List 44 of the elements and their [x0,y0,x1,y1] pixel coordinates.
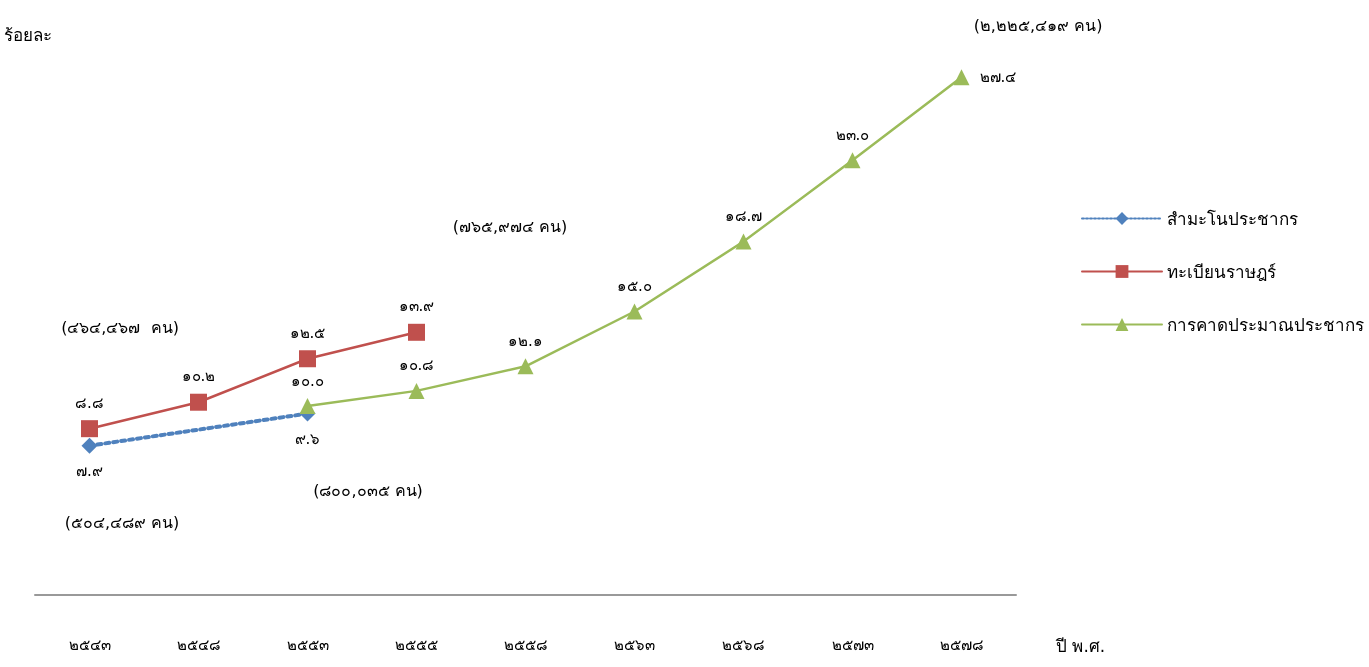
y-axis-title: ร้อยละ [4,24,52,45]
data-label: ๑๐.๐ [291,371,324,390]
text: (๕๐๔,๔๘๙ คน) [64,512,180,532]
x-tick-label: ๒๕๕๕ [395,635,438,654]
point [626,303,643,320]
data-label: ๑๕.๐ [617,277,652,295]
x-tick-label: ๒๕๕๘ [503,635,548,654]
point [190,393,207,411]
x-tick-label: ๒๕๕๓ [286,635,329,654]
point [408,382,425,399]
text: (๒,๒๒๕,๔๑๙ คน) [973,15,1103,35]
text: (๘๐๐,๐๓๕ คน) [313,480,423,500]
legend-label: การคาดประมาณประชากร [1167,314,1364,335]
x-tick-label: ๒๕๗๘ [939,635,984,654]
data-label: ๒๗.๔ [979,68,1017,87]
data-label: ๑๐.๘ [398,356,435,375]
annotation: (๔๖๔,๔๖๗ คน) [61,317,179,337]
data-label: ๘.๘ [75,393,104,412]
legend-label: สำมะโนประชากร [1167,208,1298,229]
data-label: ๑๘.๗ [724,207,763,226]
x-tick-label: ๒๕๖๘ [722,635,765,654]
data-label: ๑๐.๒ [181,367,216,386]
legend-label: ทะเบียนราษฎร์ [1167,261,1276,282]
x-tick-label: ๒๕๔๘ [176,635,221,654]
annotation: (๗๖๕,๙๗๔ คน) [452,216,568,236]
point [953,69,970,86]
point [299,350,316,368]
data-label: ๑๓.๙ [398,297,435,316]
point [517,358,534,375]
point [299,398,316,414]
point [844,152,861,169]
data-label: ๗.๙ [76,462,103,481]
point [735,233,752,250]
x-tick-label: ๒๕๗๓ [831,635,874,654]
data-label: ๒๓.๐ [835,125,870,144]
point [81,420,98,438]
point [81,437,98,454]
data-label: ๙.๖ [294,430,321,449]
x-tick-label: ๒๕๖๓ [614,635,655,654]
point [408,323,425,341]
data-label: ๑๒.๕ [289,323,326,342]
x-axis-title: ปี พ.ศ. [1055,635,1106,656]
data-label: ๑๒.๑ [508,331,543,350]
x-tick-label: ๒๕๔๓ [68,635,111,654]
